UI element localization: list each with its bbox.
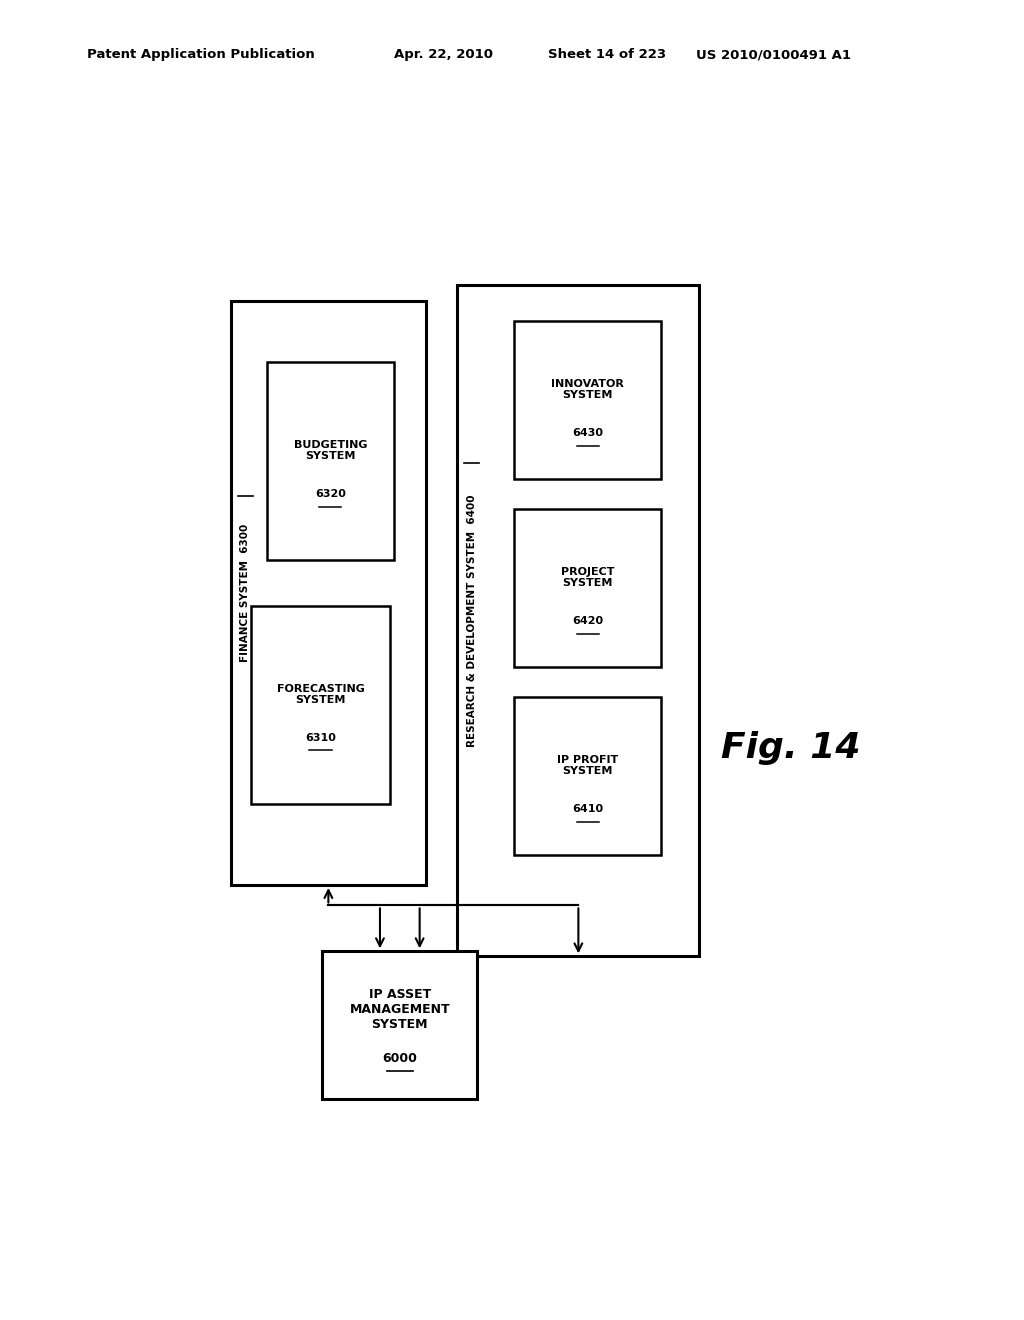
Bar: [514, 321, 662, 479]
Text: IP PROFIT
SYSTEM: IP PROFIT SYSTEM: [557, 755, 618, 776]
Text: Sheet 14 of 223: Sheet 14 of 223: [548, 48, 666, 61]
Text: 6000: 6000: [382, 1052, 417, 1065]
Text: RESEARCH & DEVELOPMENT SYSTEM  6400: RESEARCH & DEVELOPMENT SYSTEM 6400: [467, 495, 476, 747]
Text: INNOVATOR
SYSTEM: INNOVATOR SYSTEM: [552, 379, 625, 400]
Bar: [267, 362, 394, 560]
Text: 6430: 6430: [572, 428, 603, 438]
Text: BUDGETING
SYSTEM: BUDGETING SYSTEM: [294, 440, 368, 462]
Text: US 2010/0100491 A1: US 2010/0100491 A1: [696, 48, 851, 61]
Text: Patent Application Publication: Patent Application Publication: [87, 48, 314, 61]
Bar: [323, 952, 477, 1098]
Text: FINANCE SYSTEM  6300: FINANCE SYSTEM 6300: [241, 524, 251, 663]
Text: Fig. 14: Fig. 14: [721, 731, 860, 764]
Text: Apr. 22, 2010: Apr. 22, 2010: [394, 48, 494, 61]
Bar: [514, 697, 662, 854]
Text: FORECASTING
SYSTEM: FORECASTING SYSTEM: [276, 684, 365, 705]
Text: PROJECT
SYSTEM: PROJECT SYSTEM: [561, 566, 614, 589]
Bar: [514, 510, 662, 667]
Bar: [251, 606, 390, 804]
Text: 6320: 6320: [315, 490, 346, 499]
Text: 6410: 6410: [572, 804, 603, 814]
Text: 6420: 6420: [572, 616, 603, 627]
Bar: [231, 301, 426, 886]
Text: 6310: 6310: [305, 733, 336, 743]
Text: IP ASSET
MANAGEMENT
SYSTEM: IP ASSET MANAGEMENT SYSTEM: [349, 989, 451, 1031]
Bar: [458, 285, 699, 956]
